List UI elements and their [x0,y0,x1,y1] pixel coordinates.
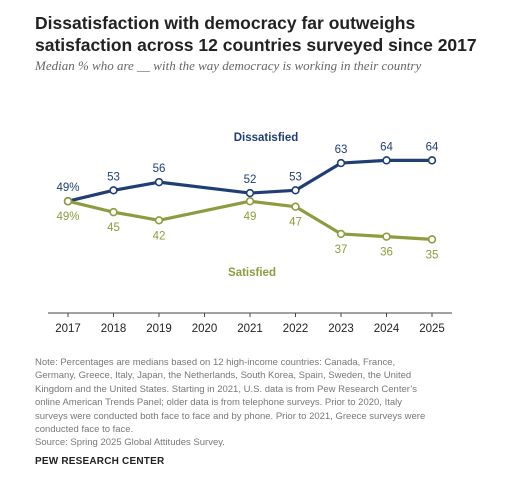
source-line: Source: Spring 2025 Global Attitudes Sur… [35,437,225,449]
data-label: 35 [426,249,439,261]
note-line: online American Trends Panel; older data… [35,397,403,409]
x-tick-label: 2018 [101,323,127,335]
data-label: 47 [289,217,302,229]
data-point [109,186,118,195]
series-line-satisfied [67,199,433,241]
data-label: 36 [380,247,393,259]
data-label: 56 [153,163,166,175]
data-label: 64 [380,141,393,153]
data-point [336,229,346,239]
x-tick-label: 2019 [146,323,172,335]
data-label: 37 [335,244,348,256]
data-point [336,158,346,168]
x-tick-label: 2017 [55,323,81,335]
note-line: Germany, Greece, Italy, Japan, the Nethe… [35,370,412,382]
x-tick-label: 2023 [328,323,354,335]
data-point [291,186,300,195]
data-label: 49% [56,182,79,194]
series-name-label: Dissatisfied [234,132,299,144]
data-point [291,202,300,211]
data-point [427,156,437,165]
note-line: Kingdom and the United States. Starting … [35,383,417,395]
data-label: 53 [289,171,302,183]
data-label: 49% [56,211,79,223]
data-point [427,235,437,244]
note-line: Note: Percentages are medians based on 1… [35,357,396,368]
note-line: conducted face to face. [35,424,134,436]
note-line: surveys were conducted both face to face… [35,410,426,422]
data-point [109,207,118,217]
x-tick-label: 2024 [374,323,400,335]
chart-notes: Note: Percentages are medians based on 1… [35,356,475,450]
data-label: 53 [107,171,120,183]
line-chart: 2017 2018 2019 2020 2021 2022 2023 2024 2025 49% 5… [48,132,452,335]
data-point [245,197,255,206]
data-point [154,177,164,187]
data-label: 63 [335,144,348,156]
data-point [382,232,391,241]
data-label: 64 [426,141,439,153]
data-label: 52 [244,174,257,186]
data-label: 49 [244,211,257,223]
x-tick-label: 2025 [419,323,445,335]
x-tick-label: 2022 [283,323,309,335]
top-bar [0,0,514,4]
series-name-label: Satisfied [228,267,276,279]
data-point [63,197,73,206]
data-point [382,156,391,165]
source-credit: PEW RESEARCH CENTER [35,456,165,467]
x-tick-label: 2021 [237,323,263,335]
data-label: 45 [107,222,120,234]
data-point [245,188,255,198]
chart-title: Dissatisfaction with democracy far outwe… [35,13,477,55]
data-point [154,216,164,225]
chart-subtitle: Median % who are __ with the way democra… [35,58,422,73]
series-line-dissatisfied [67,158,432,203]
data-label: 42 [153,230,166,242]
x-tick-label: 2020 [192,323,218,335]
